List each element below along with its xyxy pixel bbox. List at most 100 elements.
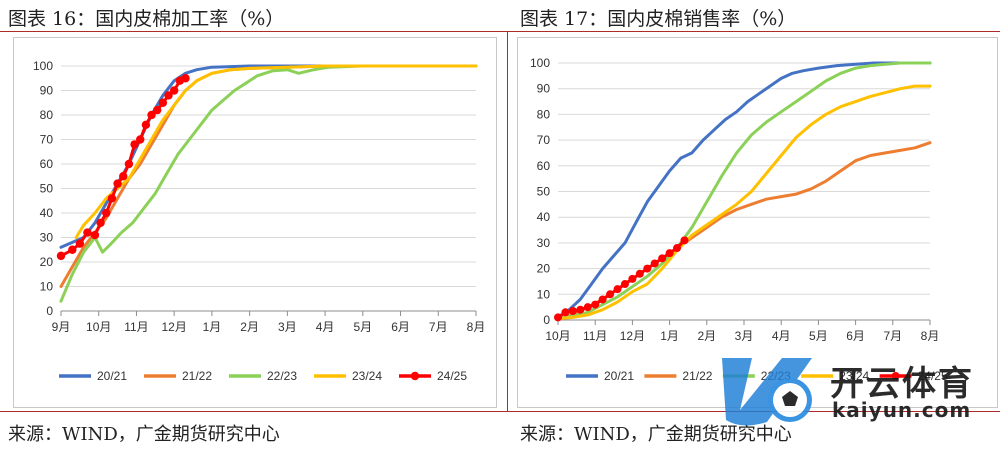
legend-label: 24/25	[918, 369, 948, 383]
series-line-23-24	[556, 84, 932, 321]
series-line-22-23	[556, 61, 932, 321]
y-tick-label: 90	[537, 82, 551, 96]
x-tick-label: 1月	[203, 320, 222, 334]
x-tick-label: 10月	[86, 320, 111, 334]
data-point	[576, 305, 585, 314]
top-divider	[0, 31, 1000, 32]
y-tick-label: 80	[40, 108, 54, 122]
series-line-24-25	[556, 238, 686, 319]
data-point	[635, 269, 644, 278]
data-point	[164, 91, 173, 100]
data-point	[83, 228, 92, 237]
data-point	[673, 244, 682, 253]
left-source-note: 来源：WIND，广金期货研究中心	[8, 424, 280, 445]
data-point	[119, 172, 128, 181]
right-source-note: 来源：WIND，广金期货研究中心	[520, 424, 792, 445]
data-point	[136, 135, 145, 144]
data-point	[107, 194, 117, 203]
y-tick-label: 10	[537, 287, 551, 301]
x-tick-label: 10月	[545, 329, 570, 343]
data-point	[130, 140, 139, 149]
watermark-logo: 开云体育 kaiyun.com	[712, 350, 1000, 430]
data-point	[124, 159, 134, 169]
data-point	[561, 308, 570, 317]
sales-rate-chart-svg: 0 10 20 30 40 50 60 70 80 90 100 10月 11月 12月 1月 2月 3月 4月 5…	[530, 56, 948, 383]
y-tick-label: 80	[537, 107, 551, 121]
x-tick-label: 9月	[52, 320, 71, 334]
data-point	[643, 264, 652, 273]
processing-rate-chart: 0 10 20 30 40 50 60 70 80 90 100 9月 10月 11月 12月 1月 2月 3月 4…	[13, 37, 497, 408]
legend-marker	[891, 372, 900, 380]
y-tick-label: 40	[537, 210, 551, 224]
x-tick-label: 5月	[353, 320, 372, 334]
legend-label: 23/24	[352, 369, 382, 383]
legend-label: 22/23	[267, 369, 297, 383]
data-point	[620, 280, 629, 289]
legend-label: 21/22	[682, 369, 712, 383]
watermark-cn: 开云体育	[830, 364, 974, 404]
y-tick-label: 60	[40, 157, 54, 171]
data-point	[554, 313, 562, 322]
legend-label: 21/22	[182, 369, 212, 383]
data-point	[583, 303, 592, 312]
x-tick-label: 11月	[583, 329, 607, 343]
series-line-20-21	[59, 64, 478, 249]
x-tick-label: 1月	[660, 329, 679, 343]
y-tick-label: 50	[537, 185, 551, 199]
data-point	[56, 251, 66, 261]
legend-label: 24/25	[437, 369, 467, 383]
data-point	[665, 249, 674, 258]
data-point	[650, 259, 659, 268]
x-tick-label: 3月	[735, 329, 754, 343]
x-tick-label: 6月	[391, 320, 410, 334]
data-point	[181, 74, 190, 83]
y-tick-label: 100	[33, 59, 53, 73]
x-tick-label: 6月	[846, 329, 865, 343]
sales-rate-chart: 0 10 20 30 40 50 60 70 80 90 100 10月 11月 12月 1月 2月 3月 4月 5…	[517, 37, 998, 408]
y-tick-label: 20	[537, 262, 551, 276]
x-tick-label: 12月	[162, 320, 187, 334]
x-tick-label: 12月	[620, 329, 645, 343]
data-point	[591, 300, 600, 309]
right-chart-title: 图表 17：国内皮棉销售率（%）	[520, 8, 797, 30]
x-tick-label: 4月	[772, 329, 791, 343]
data-point	[680, 236, 689, 245]
legend-label: 20/21	[97, 369, 127, 383]
legend-label: 20/21	[604, 369, 634, 383]
bottom-divider	[0, 411, 1000, 412]
data-point	[658, 254, 667, 263]
data-point	[568, 307, 577, 316]
legend-label: 23/24	[839, 369, 869, 383]
x-tick-label: 2月	[697, 329, 716, 343]
data-point	[628, 274, 637, 283]
data-point	[598, 295, 607, 304]
legend-marker	[410, 371, 420, 381]
y-tick-label: 40	[40, 206, 54, 220]
y-tick-label: 0	[46, 304, 53, 318]
y-tick-label: 30	[537, 236, 551, 250]
y-tick-label: 30	[40, 231, 54, 245]
data-point	[96, 218, 105, 227]
data-point	[158, 98, 168, 107]
data-point	[90, 230, 100, 240]
data-point	[113, 179, 122, 188]
x-tick-label: 5月	[809, 329, 828, 343]
y-tick-label: 70	[537, 133, 551, 147]
y-tick-label: 50	[40, 182, 54, 196]
x-tick-label: 8月	[467, 320, 486, 334]
data-point	[141, 120, 151, 129]
y-tick-label: 100	[530, 56, 550, 70]
data-point	[169, 86, 179, 95]
left-chart-title: 图表 16：国内皮棉加工率（%）	[8, 8, 285, 30]
data-point	[153, 105, 162, 115]
data-point	[68, 245, 77, 254]
y-tick-label: 60	[537, 159, 551, 173]
y-tick-label: 70	[40, 133, 54, 147]
soccer-ball-icon	[722, 358, 812, 426]
data-point	[102, 208, 111, 218]
x-tick-label: 2月	[240, 320, 259, 334]
series-line-22-23	[59, 64, 478, 303]
y-tick-label: 20	[40, 255, 54, 269]
watermark-en: kaiyun.com	[832, 398, 972, 422]
y-tick-label: 0	[543, 313, 550, 327]
